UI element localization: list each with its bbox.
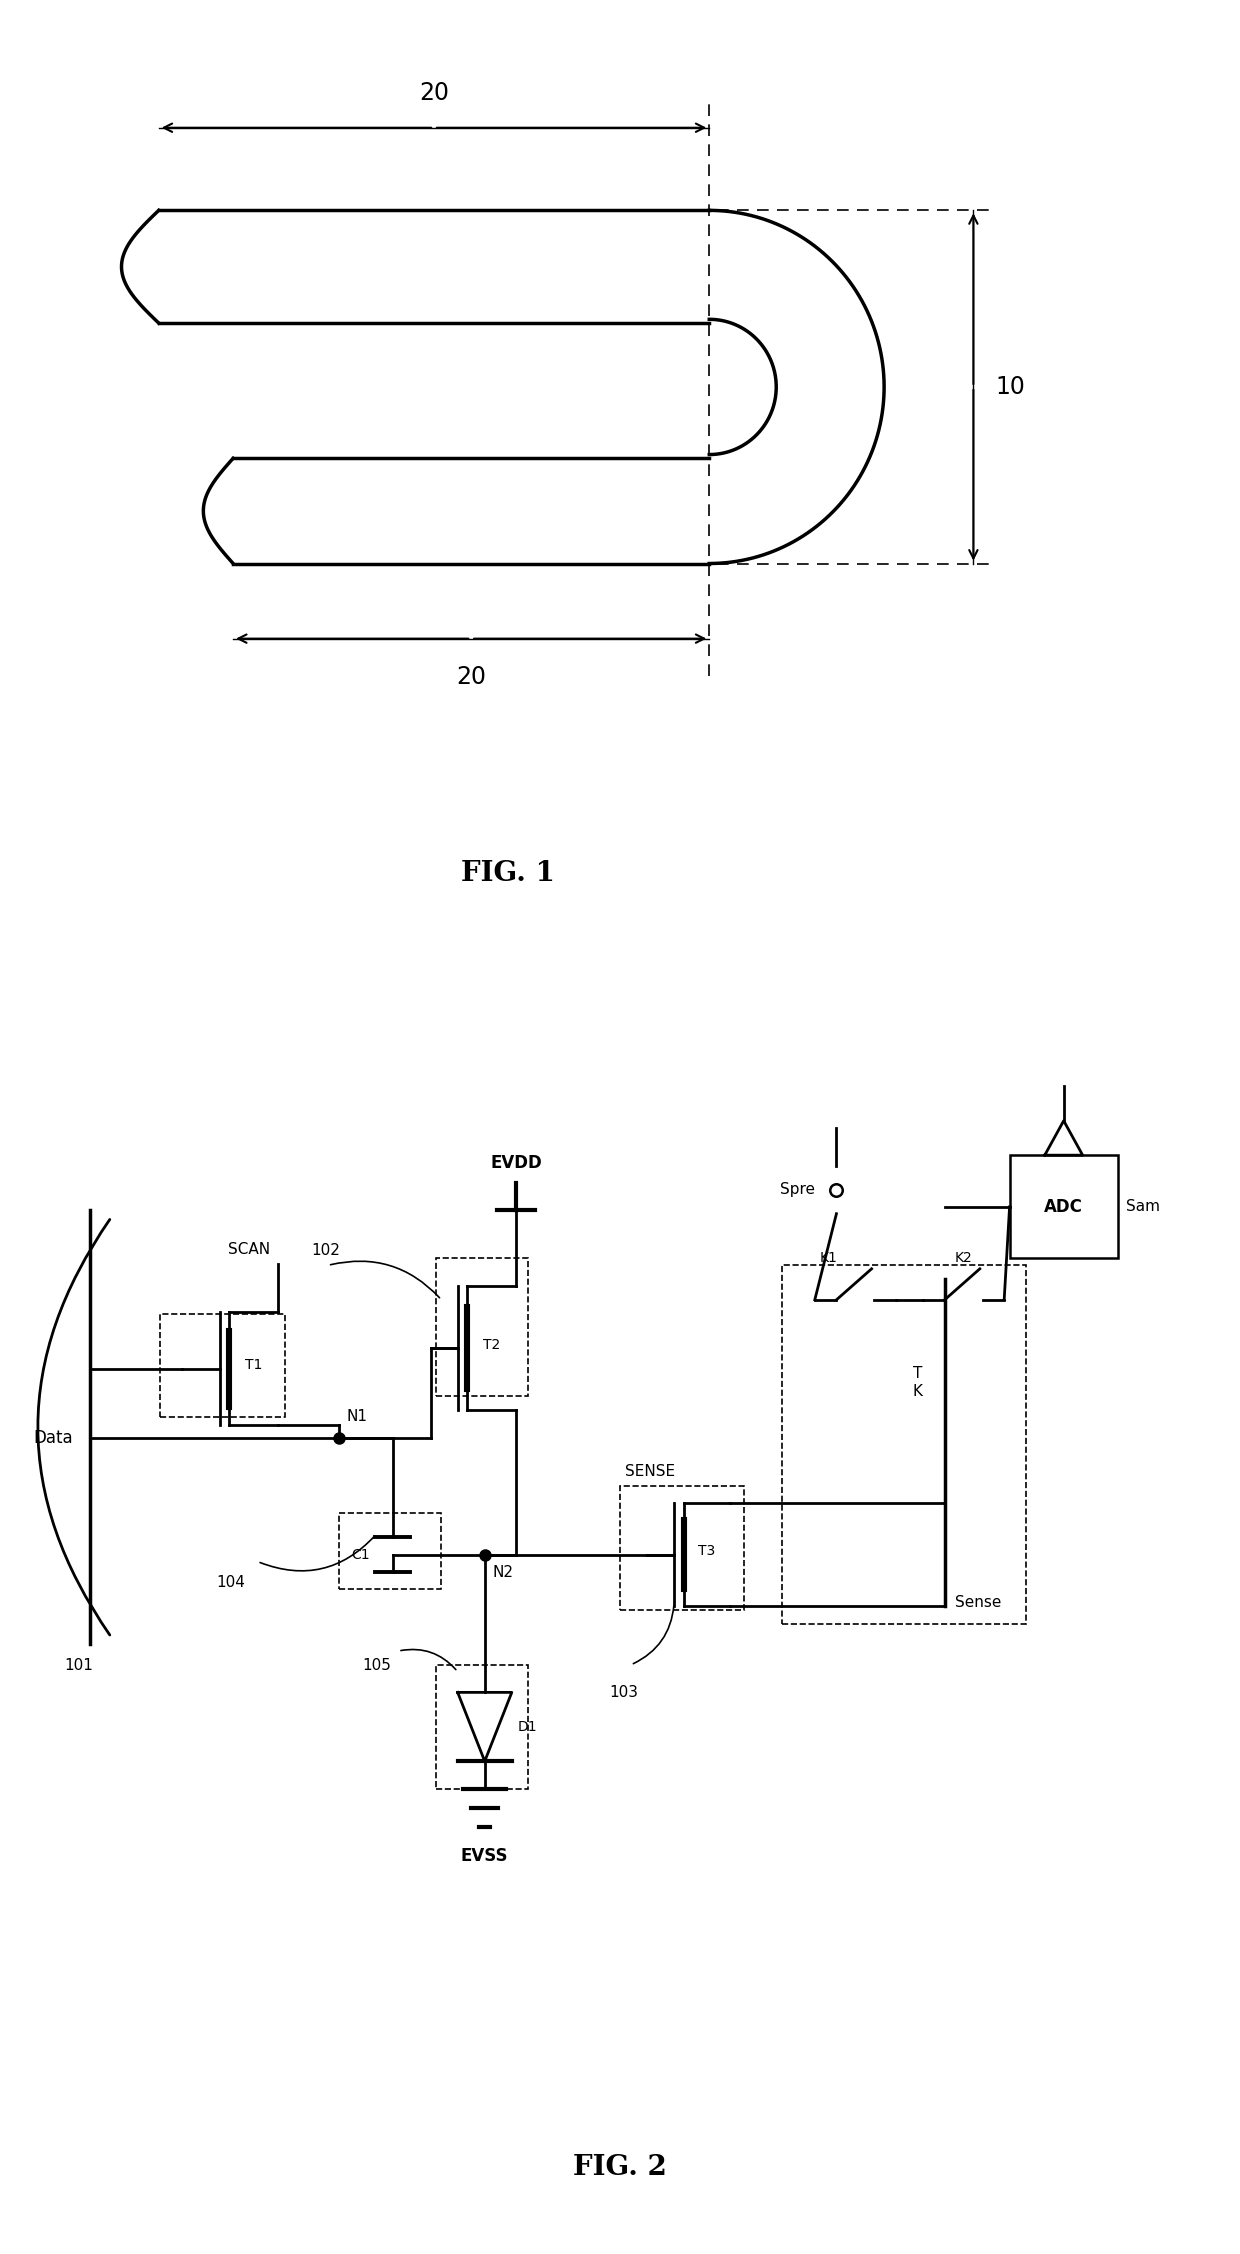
Bar [160,1314,284,1418]
Text: K1: K1 [820,1251,837,1264]
Text: 20: 20 [419,81,449,106]
Text: T
K: T K [913,1366,923,1400]
Text: FIG. 2: FIG. 2 [573,2155,667,2182]
Text: Spre: Spre [780,1181,815,1197]
Text: 104: 104 [216,1576,244,1591]
Bar [620,1485,744,1609]
Text: D1: D1 [517,1720,537,1733]
Text: 105: 105 [362,1659,391,1672]
Text: N1: N1 [347,1409,368,1425]
Bar [1009,1154,1117,1258]
Text: 101: 101 [64,1659,93,1672]
Bar [339,1512,441,1589]
Text: N2: N2 [492,1564,513,1580]
Text: SENSE: SENSE [625,1463,676,1479]
Text: K2: K2 [955,1251,972,1264]
Text: Data: Data [33,1429,73,1447]
Text: FIG. 1: FIG. 1 [461,859,556,886]
Text: Sam: Sam [1126,1199,1159,1215]
Text: 10: 10 [996,374,1025,399]
Text: T2: T2 [484,1337,501,1352]
Bar [782,1264,1025,1623]
Text: C1: C1 [351,1548,370,1562]
Text: ADC: ADC [1044,1197,1083,1215]
Text: T1: T1 [246,1359,263,1373]
Bar [436,1258,528,1395]
Text: T3: T3 [698,1544,715,1558]
Text: EVDD: EVDD [490,1154,542,1172]
Text: Sense: Sense [956,1596,1002,1609]
Text: 102: 102 [311,1244,341,1258]
Text: 103: 103 [609,1686,639,1700]
Bar [436,1666,528,1790]
Text: 20: 20 [456,665,486,690]
Text: SCAN: SCAN [228,1242,270,1258]
Text: EVSS: EVSS [461,1848,508,1866]
